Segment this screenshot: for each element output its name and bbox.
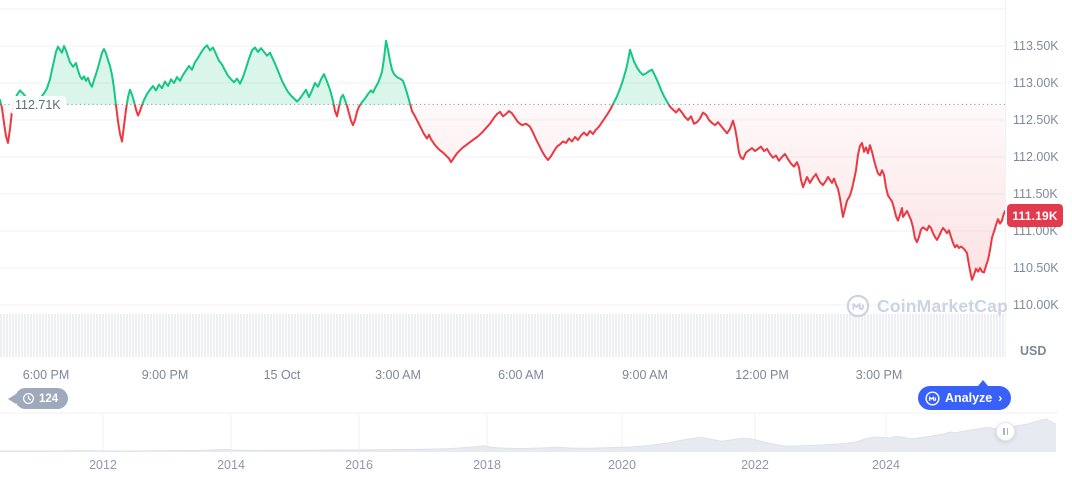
x-axis-tick: 12:00 PM [735, 368, 789, 382]
x-axis-tick: 9:00 AM [622, 368, 668, 382]
y-axis-tick: 113.50K [1013, 39, 1059, 53]
y-axis-tick: 112.00K [1013, 150, 1059, 164]
history-countdown-badge[interactable]: 124 [7, 388, 69, 409]
x-axis-tick: 3:00 AM [375, 368, 421, 382]
price-chart-canvas[interactable] [0, 0, 1006, 360]
chevron-right-icon: › [998, 391, 1003, 405]
navigator-resize-handle[interactable] [996, 422, 1015, 441]
x-axis: 6:00 PM 9:00 PM 15 Oct 3:00 AM 6:00 AM 9:00 A… [0, 368, 1005, 383]
navigator-year-label: 2014 [217, 458, 245, 472]
y-axis-tick: 111.50K [1013, 187, 1058, 201]
baseline-price-label: 112.71K [10, 96, 66, 114]
navigator-year-label: 2024 [872, 458, 900, 472]
navigator-year-label: 2018 [473, 458, 501, 472]
y-axis-tick: 112.50K [1013, 113, 1059, 127]
coinmarketcap-watermark: CoinMarketCap [846, 294, 1008, 318]
x-axis-tick: 3:00 PM [855, 368, 903, 382]
navigator-year-label: 2016 [345, 458, 373, 472]
y-axis-tick: 110.00K [1013, 298, 1059, 312]
analyze-button[interactable]: Analyze › [918, 380, 1012, 410]
x-axis-tick: 6:00 AM [498, 368, 544, 382]
volume-bars [0, 314, 1005, 357]
y-axis-unit-label: USD [1020, 344, 1047, 358]
coinmarketcap-logo-icon [925, 390, 940, 406]
navigator-year-label: 2022 [741, 458, 769, 472]
y-axis-tick: 110.50K [1013, 261, 1059, 275]
navigator-year-label: 2020 [608, 458, 636, 472]
x-axis-tick: 6:00 PM [22, 368, 70, 382]
navigator-year-label: 2012 [89, 458, 117, 472]
coinmarketcap-logo-icon [846, 294, 870, 318]
y-axis-tick: 113.00K [1013, 76, 1059, 90]
history-count: 124 [39, 392, 59, 405]
x-axis-tick: 15 Oct [263, 368, 301, 382]
y-axis-border [1005, 0, 1006, 358]
navigator-year-axis: 2012 2014 2016 2018 2020 2022 2024 [0, 458, 1005, 474]
x-axis-tick: 9:00 PM [141, 368, 189, 382]
timeline-navigator[interactable] [0, 412, 1058, 454]
analyze-pointer [978, 380, 988, 386]
watermark-text: CoinMarketCap [877, 295, 1008, 316]
analyze-label: Analyze [945, 391, 993, 405]
history-clock-icon [22, 392, 35, 405]
last-price-badge: 111.19K [1007, 204, 1063, 227]
